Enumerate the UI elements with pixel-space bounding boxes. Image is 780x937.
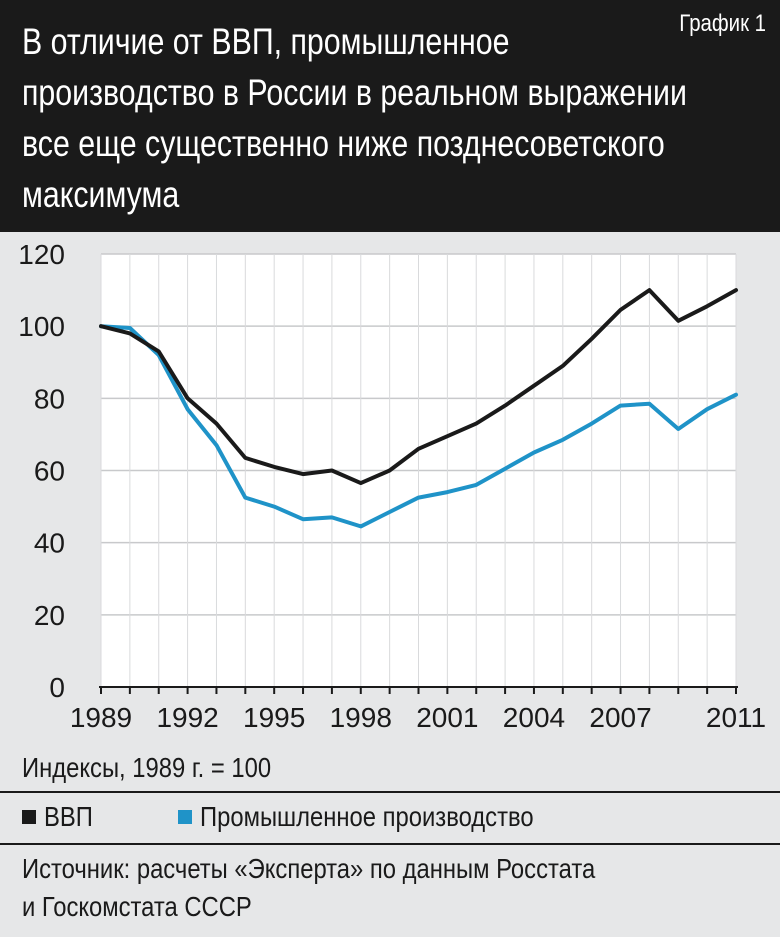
- chart-title: В отличие от ВВП, промышленное производс…: [22, 21, 687, 215]
- x-tick-label: 1989: [70, 702, 132, 733]
- x-tick-label: 2011: [706, 702, 766, 733]
- legend-label-gdp: ВВП: [44, 801, 93, 832]
- line-chart: 0 20 40 60 80 100 120 1989 1992 1995 1998 2001 2004 2…: [18, 239, 766, 733]
- y-tick-label: 20: [34, 600, 65, 631]
- y-tick-label: 100: [18, 311, 65, 342]
- y-tick-label: 60: [34, 456, 65, 487]
- legend-swatch-gdp: [22, 810, 36, 824]
- x-tick-label: 2004: [503, 702, 565, 733]
- x-tick-label: 2001: [416, 702, 478, 733]
- chart-area: 0 20 40 60 80 100 120 1989 1992 1995 1998 2001 2004 2…: [0, 232, 780, 792]
- units-note: Индексы, 1989 г. = 100: [22, 752, 272, 783]
- series-line-industry: [99, 324, 738, 529]
- y-tick-label: 120: [18, 239, 65, 270]
- x-tick-label: 2007: [589, 702, 651, 733]
- legend-item-industry: Промышленное производство: [178, 799, 592, 835]
- y-tick-label: 80: [34, 383, 65, 414]
- x-tick-label: 1995: [243, 702, 305, 733]
- legend-swatch-industry: [178, 810, 192, 824]
- series-line-gdp: [99, 288, 738, 486]
- y-tick-label: 0: [49, 672, 65, 703]
- chart-header: График 1 В отличие от ВВП, промышленное …: [0, 0, 780, 232]
- y-tick-label: 40: [34, 528, 65, 559]
- x-tick-label: 1998: [330, 702, 392, 733]
- source-note: Источник: расчеты «Эксперта» по данным Р…: [22, 853, 596, 922]
- x-tick-label: 1992: [156, 702, 218, 733]
- legend-label-industry: Промышленное производство: [200, 801, 534, 832]
- legend: ВВП Промышленное производство: [22, 799, 780, 835]
- chart-number: График 1: [679, 10, 766, 37]
- legend-item-gdp: ВВП: [22, 799, 101, 835]
- legend-divider-bottom: [0, 843, 780, 845]
- legend-divider-top: [0, 791, 780, 793]
